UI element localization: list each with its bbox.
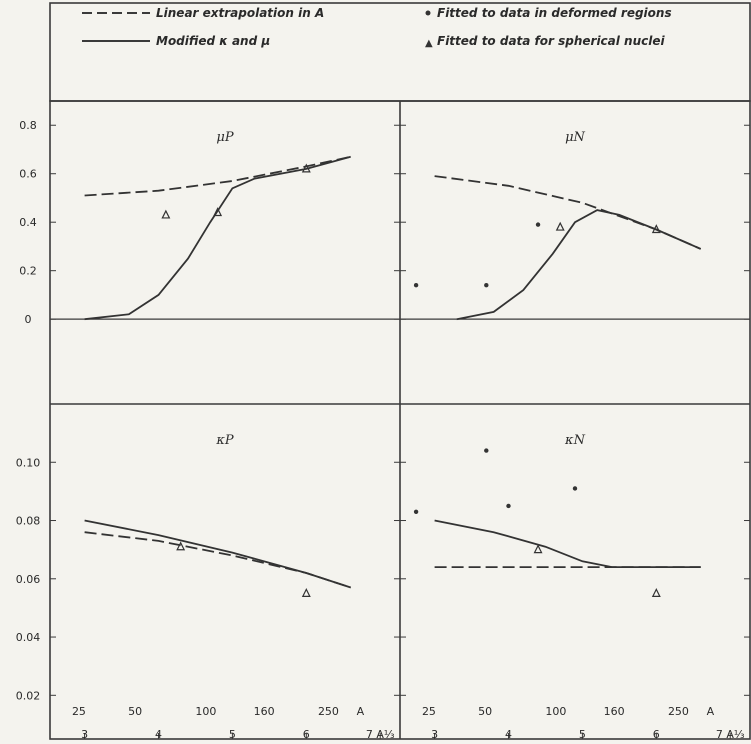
x-bottom-tick-label: 4	[505, 728, 512, 741]
panel-bottom-left: κP 0.10 0.08 0.06 0.04 0.02 25 50 100 160 250 A 3 4 5 6…	[16, 433, 400, 741]
x-bottom-tick-label: 6	[303, 728, 310, 741]
legend-triangle-label: Fitted to data for spherical nuclei	[437, 34, 666, 48]
x-bottom-tick-label: 7 A⅓	[716, 728, 745, 741]
data-point-circle	[572, 486, 578, 491]
y-tick-label: 0.4	[19, 216, 37, 229]
data-point-triangle	[161, 209, 171, 219]
data-point-circle	[484, 448, 489, 453]
series-solid-line	[456, 209, 702, 321]
x-bottom-tick-label: 6	[653, 728, 660, 741]
legend-circle-marker	[425, 10, 431, 16]
panel-title: κN	[564, 433, 586, 448]
series-dashed-line	[84, 531, 351, 589]
y-tick-label: 0.06	[16, 573, 41, 586]
x-top-tick-label: 160	[254, 705, 275, 718]
series-solid-line	[84, 155, 351, 321]
data-point-triangle	[301, 163, 311, 173]
x-top-tick-label: 100	[545, 705, 566, 718]
panel-top-left: μP 0.8 0.6 0.4 0.2 0	[19, 119, 400, 326]
legend-triangle-marker: ▲	[425, 38, 433, 49]
y-tick-label: 0.08	[16, 515, 41, 528]
y-tick-label: 0.6	[19, 168, 37, 181]
data-point-circle	[413, 509, 419, 514]
y-tick-label: 0.04	[16, 631, 41, 644]
x-top-tick-label: A	[357, 705, 365, 718]
data-point-circle	[506, 503, 511, 509]
data-point-triangle	[651, 588, 661, 597]
x-top-tick-label: 50	[128, 705, 142, 718]
data-point-triangle	[213, 207, 223, 217]
y-tick-label: 0.2	[19, 265, 37, 278]
legend: Linear extrapolation in A Modified κ and…	[82, 6, 672, 49]
x-bottom-tick-label: 5	[579, 728, 586, 741]
data-point-circle	[484, 283, 489, 288]
data-point-circle	[413, 283, 419, 288]
x-top-tick-label: 25	[72, 705, 86, 718]
series-dashed-line	[434, 175, 702, 250]
x-bottom-tick-label: 7 A⅓	[366, 728, 395, 741]
x-top-tick-label: 100	[195, 705, 216, 718]
panel-title: μP	[216, 130, 233, 145]
legend-dashed-label: Linear extrapolation in A	[156, 6, 324, 20]
x-bottom-tick-label: 4	[155, 728, 162, 741]
data-point-circle	[535, 222, 541, 227]
x-top-tick-label: 50	[478, 705, 492, 718]
y-tick-label: 0	[25, 313, 32, 326]
x-top-tick-label: A	[707, 705, 715, 718]
series-solid-line	[84, 519, 351, 589]
x-bottom-tick-label: 3	[431, 728, 438, 741]
panel-bottom-right: κN 25 50 100 160 250 A 3 4 5 6 7 A⅓	[400, 433, 750, 741]
y-tick-label: 0.02	[16, 689, 41, 702]
data-point-triangle	[301, 588, 311, 597]
panel-title: κP	[215, 433, 234, 448]
legend-circle-label: Fitted to data in deformed regions	[437, 6, 672, 20]
data-point-triangle	[176, 541, 186, 551]
panel-top-right: μN	[400, 124, 750, 321]
data-point-triangle	[651, 224, 661, 234]
x-top-tick-label: 25	[422, 705, 436, 718]
data-point-triangle	[555, 221, 565, 231]
x-bottom-tick-label: 5	[229, 728, 236, 741]
panel-title: μN	[565, 130, 585, 145]
y-tick-label: 0.10	[16, 456, 41, 469]
y-tick-label: 0.8	[19, 119, 37, 132]
data-point-triangle	[533, 544, 543, 554]
x-top-tick-label: 250	[668, 705, 689, 718]
x-top-tick-label: 160	[604, 705, 625, 718]
series-solid-line	[434, 519, 701, 568]
series-dashed-line	[84, 155, 351, 197]
x-top-tick-label: 250	[318, 705, 339, 718]
x-bottom-tick-label: 3	[81, 728, 88, 741]
legend-solid-label: Modified κ and μ	[156, 34, 270, 48]
